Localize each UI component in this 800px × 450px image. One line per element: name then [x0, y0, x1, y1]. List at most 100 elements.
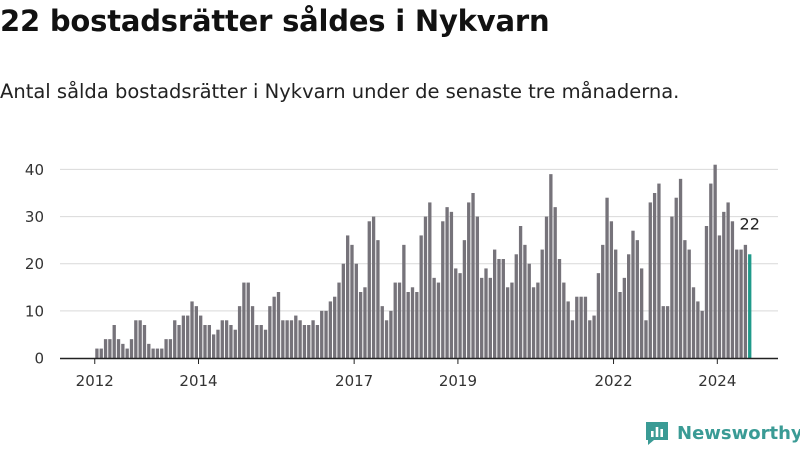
bar[interactable]: [103, 339, 108, 358]
bar[interactable]: [168, 339, 173, 358]
bar[interactable]: [207, 325, 211, 358]
bar[interactable]: [441, 221, 445, 358]
bar[interactable]: [181, 315, 186, 358]
bar[interactable]: [735, 249, 739, 358]
bar[interactable]: [730, 221, 735, 358]
bar[interactable]: [700, 310, 704, 358]
bar[interactable]: [592, 315, 596, 358]
bar[interactable]: [657, 183, 661, 358]
bar[interactable]: [635, 240, 639, 358]
bar[interactable]: [609, 221, 614, 358]
bar[interactable]: [639, 268, 644, 358]
bar[interactable]: [505, 287, 510, 358]
bar[interactable]: [601, 244, 605, 358]
bar[interactable]: [99, 348, 103, 358]
bar[interactable]: [151, 348, 155, 358]
bar[interactable]: [324, 310, 328, 358]
bar[interactable]: [575, 296, 579, 358]
bar[interactable]: [583, 296, 588, 358]
bar[interactable]: [665, 306, 670, 358]
bar[interactable]: [194, 306, 199, 358]
bar[interactable]: [501, 259, 505, 358]
bar[interactable]: [722, 211, 726, 358]
bar[interactable]: [95, 348, 99, 358]
bar[interactable]: [203, 325, 207, 358]
bar[interactable]: [661, 306, 665, 358]
bar[interactable]: [263, 329, 268, 358]
bar[interactable]: [678, 178, 683, 358]
bar[interactable]: [518, 226, 523, 358]
bar[interactable]: [717, 235, 722, 358]
bar[interactable]: [704, 226, 709, 358]
bar[interactable]: [713, 164, 717, 358]
bar[interactable]: [220, 320, 224, 358]
bar[interactable]: [320, 310, 324, 358]
bar[interactable]: [328, 301, 333, 358]
bar[interactable]: [652, 193, 657, 358]
bar[interactable]: [458, 273, 462, 358]
bar[interactable]: [311, 320, 315, 358]
bar[interactable]: [462, 240, 467, 358]
bar[interactable]: [514, 254, 518, 358]
bar[interactable]: [315, 325, 320, 358]
bar[interactable]: [739, 249, 743, 358]
bar[interactable]: [644, 320, 648, 358]
bar[interactable]: [488, 277, 492, 358]
bar[interactable]: [467, 202, 471, 358]
bar[interactable]: [147, 343, 151, 358]
bar[interactable]: [186, 315, 190, 358]
bar[interactable]: [272, 296, 276, 358]
bar[interactable]: [354, 263, 358, 358]
bar[interactable]: [415, 292, 419, 358]
bar[interactable]: [691, 287, 696, 358]
bar[interactable]: [138, 320, 142, 358]
bar[interactable]: [224, 320, 229, 358]
bar[interactable]: [428, 202, 432, 358]
bar[interactable]: [341, 263, 345, 358]
bar[interactable]: [281, 320, 285, 358]
bar[interactable]: [108, 339, 112, 358]
bar[interactable]: [510, 282, 514, 358]
bar[interactable]: [674, 197, 678, 358]
bar-highlight[interactable]: [748, 254, 752, 358]
bar[interactable]: [397, 282, 402, 358]
bar[interactable]: [242, 282, 246, 358]
bar[interactable]: [302, 325, 307, 358]
bar[interactable]: [112, 325, 116, 358]
bar[interactable]: [531, 287, 536, 358]
bar[interactable]: [389, 310, 393, 358]
bar[interactable]: [233, 329, 237, 358]
bar[interactable]: [709, 183, 713, 358]
bar[interactable]: [307, 325, 311, 358]
bar[interactable]: [410, 287, 415, 358]
bar[interactable]: [419, 235, 423, 358]
bar[interactable]: [116, 339, 121, 358]
bar[interactable]: [540, 249, 544, 358]
bar[interactable]: [648, 202, 652, 358]
bar[interactable]: [199, 315, 203, 358]
bar[interactable]: [454, 268, 458, 358]
bar[interactable]: [142, 325, 147, 358]
bar[interactable]: [570, 320, 575, 358]
bar[interactable]: [402, 244, 406, 358]
bar[interactable]: [432, 277, 436, 358]
bar[interactable]: [631, 230, 635, 358]
bar[interactable]: [268, 306, 272, 358]
bar[interactable]: [333, 296, 337, 358]
bar[interactable]: [289, 320, 294, 358]
bar[interactable]: [367, 221, 371, 358]
newsworthy-logo[interactable]: Newsworthy: [644, 420, 800, 446]
bar[interactable]: [618, 292, 622, 358]
bar[interactable]: [471, 193, 475, 358]
bar[interactable]: [484, 268, 488, 358]
bar[interactable]: [670, 216, 674, 358]
bar[interactable]: [371, 216, 376, 358]
bar[interactable]: [173, 320, 177, 358]
bar[interactable]: [160, 348, 164, 358]
bar[interactable]: [134, 320, 138, 358]
bar[interactable]: [605, 197, 609, 358]
bar[interactable]: [566, 301, 570, 358]
bar[interactable]: [190, 301, 194, 358]
bar[interactable]: [614, 249, 618, 358]
bar[interactable]: [449, 211, 454, 358]
